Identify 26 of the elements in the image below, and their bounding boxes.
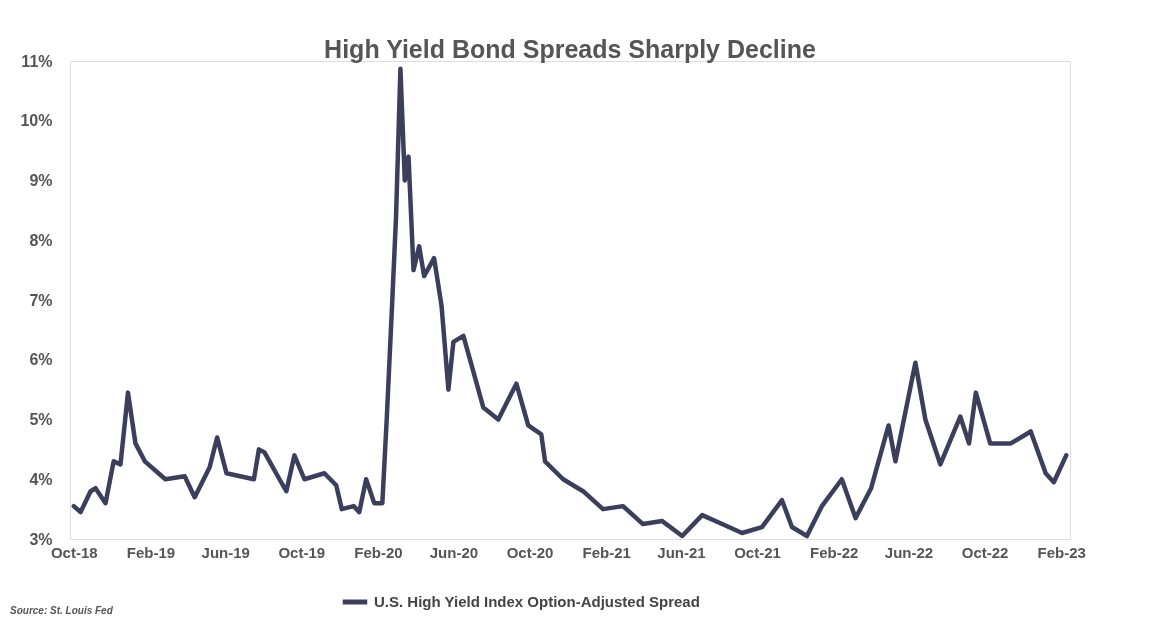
y-tick-label: 10% <box>20 112 53 130</box>
y-tick-label: 3% <box>29 530 53 548</box>
y-tick-label: 4% <box>29 470 53 488</box>
x-tick-label: Feb-21 <box>582 543 631 561</box>
x-tick-label: Oct-20 <box>506 543 554 561</box>
y-tick-label: 5% <box>29 411 53 428</box>
y-tick-label: 6% <box>29 351 53 369</box>
x-tick-label: Jun-20 <box>429 543 479 561</box>
x-tick-label: Jun-22 <box>884 543 934 561</box>
x-tick-label: Jun-19 <box>201 543 250 561</box>
x-tick-label: Feb-23 <box>1037 543 1086 561</box>
source-note: Source: St. Louis Fed <box>10 605 114 616</box>
x-tick-label: Oct-19 <box>278 543 326 561</box>
y-tick-label: 11% <box>21 52 53 70</box>
x-tick-label: Feb-20 <box>354 543 403 561</box>
chart-title: High Yield Bond Spreads Sharply Decline <box>324 35 816 63</box>
x-tick-label: Oct-21 <box>734 543 781 561</box>
x-tick-label: Oct-22 <box>961 543 1009 561</box>
y-tick-label: 7% <box>29 291 53 309</box>
line-series <box>71 66 1069 539</box>
x-tick-label: Feb-22 <box>810 543 859 561</box>
x-tick-label: Feb-19 <box>126 543 176 561</box>
legend-label: U.S. High Yield Index Option-Adjusted Spread <box>374 593 700 610</box>
y-tick-label: 9% <box>29 172 53 189</box>
x-tick-label: Jun-21 <box>657 543 706 561</box>
y-tick-label: 8% <box>29 231 53 249</box>
